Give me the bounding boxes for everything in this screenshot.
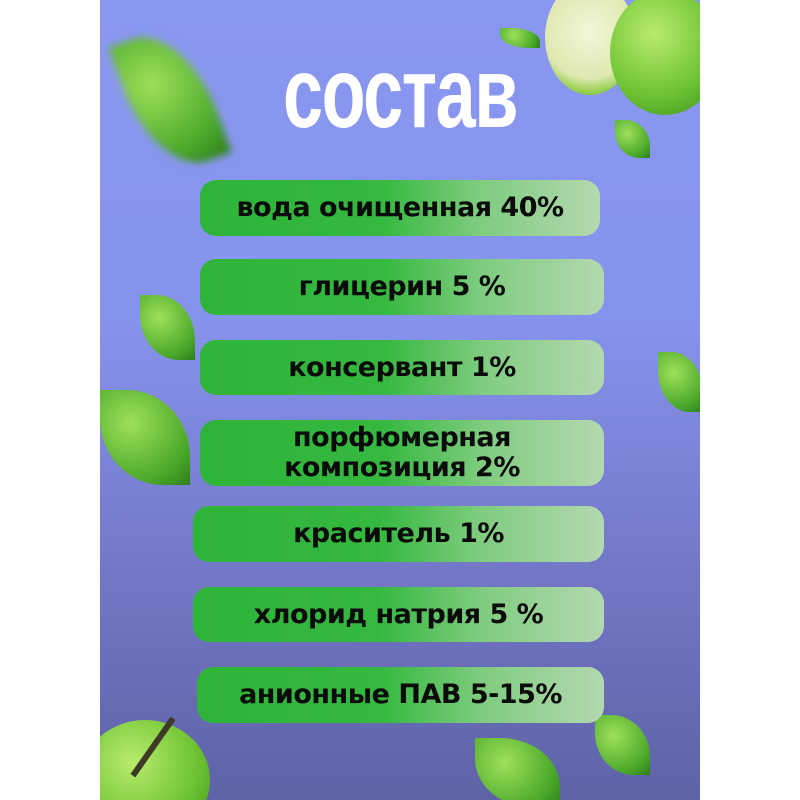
- green-apple-decoration: [610, 0, 700, 115]
- ingredient-sodium-chloride: хлорид натрия 5 %: [193, 587, 604, 642]
- ingredient-preservative: консервант 1%: [200, 340, 604, 395]
- page-title: состав: [282, 37, 518, 149]
- ingredient-water: вода очищенная 40%: [200, 180, 600, 236]
- ingredient-glycerin: глицерин 5 %: [200, 259, 604, 315]
- ingredient-dye: краситель 1%: [193, 506, 604, 562]
- leaf-decoration: [658, 352, 700, 412]
- leaf-decoration: [100, 390, 190, 485]
- leaf-decoration: [500, 28, 540, 48]
- leaf-decoration: [595, 715, 650, 775]
- leaf-decoration: [140, 295, 195, 360]
- leaf-decoration: [475, 738, 560, 800]
- green-apple-decoration: [100, 720, 210, 800]
- ingredient-anionic-surfactants: анионные ПАВ 5-15%: [197, 667, 604, 723]
- composition-panel: [100, 0, 700, 800]
- ingredient-fragrance: порфюмерная композиция 2%: [200, 420, 604, 486]
